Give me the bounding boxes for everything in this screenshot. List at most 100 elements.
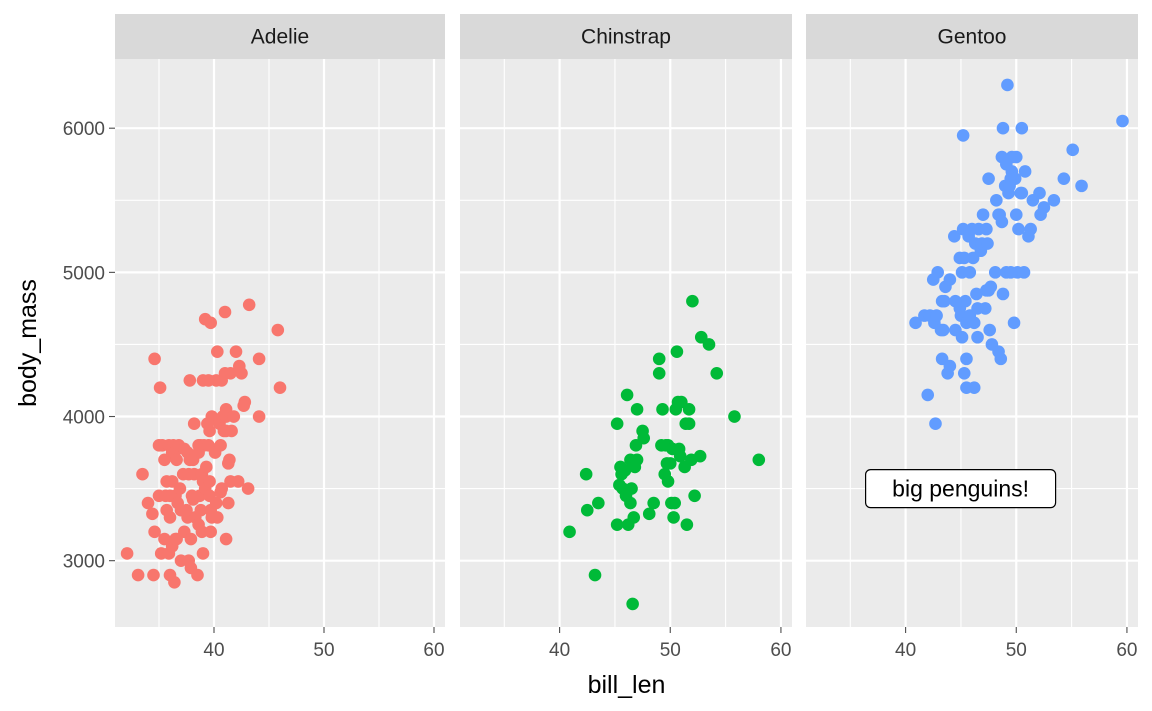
data-point-chinstrap (652, 352, 666, 366)
data-point-gentoo (984, 280, 998, 294)
data-point-gentoo (980, 222, 993, 236)
data-point-gentoo (931, 266, 944, 279)
data-point-gentoo (1015, 186, 1029, 200)
data-point-adelie (235, 366, 248, 380)
data-point-gentoo (981, 237, 994, 250)
data-point-gentoo (1012, 222, 1025, 236)
data-point-adelie (242, 298, 256, 312)
facet-panel-chinstrap: Chinstrap 40 50 60 (460, 14, 792, 661)
y-tick-label: 5000 (63, 263, 105, 284)
data-point-chinstrap (626, 597, 639, 611)
facet-panel-adelie: Adelie 40 50 60 3000 4000 5000 6000 (63, 14, 445, 661)
data-point-chinstrap (588, 568, 602, 582)
data-point-gentoo (957, 251, 971, 265)
data-point-chinstrap (710, 366, 724, 380)
data-point-gentoo (1009, 150, 1023, 164)
data-point-gentoo (965, 222, 979, 236)
data-point-gentoo (1017, 266, 1031, 279)
data-point-adelie (187, 417, 201, 431)
data-point-gentoo (1018, 165, 1032, 178)
data-point-adelie (271, 323, 285, 337)
data-point-adelie (173, 482, 187, 495)
x-tick-label: 60 (770, 640, 791, 661)
x-tick-label: 60 (1116, 640, 1137, 661)
strip-label-gentoo: Gentoo (938, 26, 1007, 49)
data-point-gentoo (1008, 172, 1022, 185)
data-point-adelie (209, 496, 223, 510)
data-point-gentoo (943, 273, 957, 286)
data-point-chinstrap (667, 511, 680, 524)
data-point-adelie (273, 381, 287, 394)
data-point-adelie (191, 568, 204, 582)
data-point-adelie (215, 482, 228, 495)
data-point-adelie (201, 417, 214, 431)
data-point-adelie (148, 352, 161, 366)
data-point-adelie (146, 507, 159, 521)
data-point-adelie (148, 525, 161, 539)
data-point-gentoo (930, 309, 943, 322)
data-point-adelie (252, 352, 266, 366)
data-point-chinstrap (682, 403, 696, 416)
data-point-gentoo (1015, 121, 1029, 135)
data-point-adelie (185, 489, 199, 503)
y-tick-label: 3000 (63, 552, 105, 573)
data-point-gentoo (995, 215, 1009, 229)
data-point-chinstrap (624, 496, 637, 510)
data-point-gentoo (988, 266, 1002, 279)
data-point-adelie (227, 410, 241, 423)
data-point-chinstrap (579, 467, 593, 481)
data-point-gentoo (959, 294, 972, 308)
data-point-adelie (170, 453, 183, 467)
data-point-gentoo (963, 266, 977, 279)
data-point-chinstrap (630, 403, 644, 416)
data-point-adelie (168, 576, 181, 589)
data-point-gentoo (971, 302, 984, 315)
data-point-gentoo (909, 316, 922, 330)
data-point-adelie (147, 568, 160, 582)
y-tick-label: 6000 (63, 119, 105, 140)
data-point-gentoo (1033, 186, 1046, 200)
data-point-chinstrap (663, 457, 677, 470)
x-tick-label: 50 (313, 640, 334, 661)
data-point-chinstrap (610, 518, 624, 531)
data-point-adelie (237, 399, 250, 413)
data-point-gentoo (1057, 172, 1071, 185)
data-point-gentoo (1007, 316, 1021, 330)
data-point-chinstrap (642, 507, 656, 521)
data-point-gentoo (957, 366, 971, 380)
data-point-chinstrap (652, 366, 666, 380)
data-point-adelie (241, 482, 255, 495)
data-point-chinstrap (668, 496, 681, 510)
x-tick-label: 50 (660, 640, 681, 661)
data-point-chinstrap (630, 453, 644, 467)
data-point-chinstrap (656, 403, 669, 416)
data-point-chinstrap (728, 410, 741, 423)
data-point-gentoo (935, 294, 949, 308)
annotation-box (864, 469, 1057, 509)
data-point-adelie (180, 503, 193, 517)
data-point-gentoo (921, 388, 935, 402)
data-point-gentoo (982, 172, 995, 185)
data-point-gentoo (936, 323, 950, 337)
data-point-adelie (131, 568, 145, 582)
data-point-adelie (211, 511, 224, 524)
data-point-adelie (141, 496, 155, 510)
y-axis-title: body_mass (14, 279, 42, 407)
annotation-label: big penguins! (892, 476, 1029, 502)
data-point-chinstrap (637, 431, 651, 445)
data-point-adelie (163, 511, 177, 524)
data-point-chinstrap (592, 496, 605, 510)
data-point-gentoo (1009, 208, 1023, 221)
data-point-chinstrap (752, 453, 766, 467)
facet-panel-gentoo: Gentoo 40 50 60 big penguins! (806, 14, 1138, 661)
data-point-adelie (204, 525, 217, 539)
data-point-chinstrap (580, 503, 594, 517)
data-point-chinstrap (610, 417, 624, 431)
data-point-chinstrap (702, 338, 716, 351)
data-point-gentoo (967, 316, 981, 330)
strip-chinstrap (460, 14, 792, 59)
data-point-gentoo (960, 352, 973, 366)
data-point-gentoo (956, 129, 970, 142)
panel-background-gentoo (806, 59, 1138, 627)
